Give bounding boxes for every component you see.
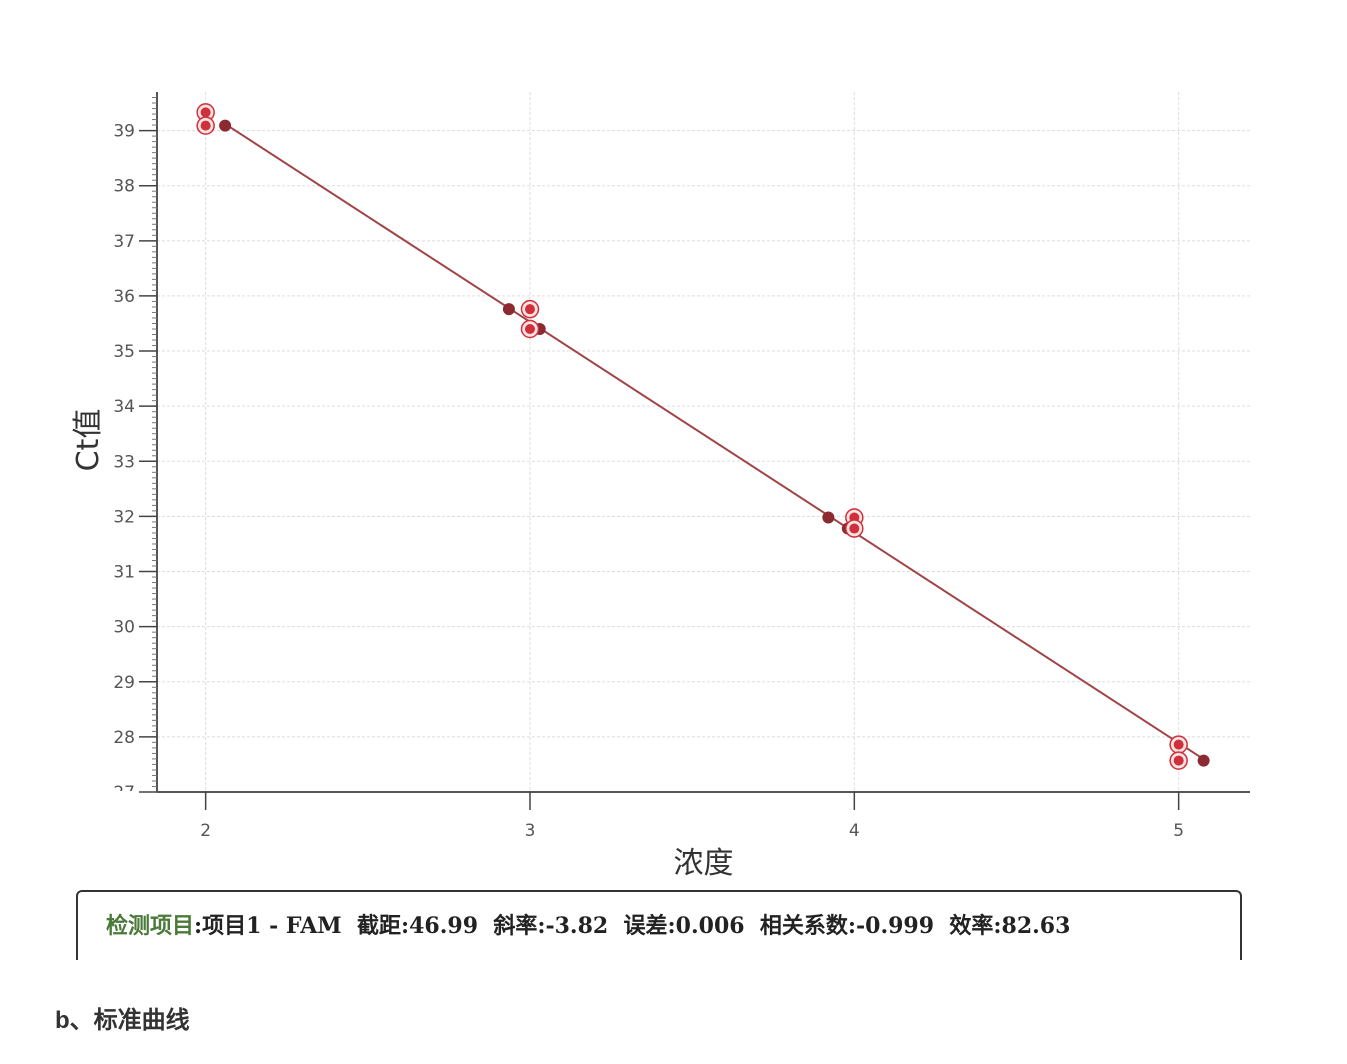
y-tick-label: 37 — [113, 232, 135, 252]
unknown-point — [822, 511, 835, 524]
item-value: :项目1 - FAM — [194, 913, 342, 939]
intercept-value: :46.99 — [401, 913, 479, 939]
x-axis-label: 浓度 — [674, 846, 734, 880]
y-tick-label: 39 — [113, 122, 135, 142]
figure-caption: b、标准曲线 — [55, 1007, 190, 1034]
x-tick-label: 3 — [525, 821, 536, 841]
error-value: :0.006 — [667, 913, 745, 939]
slope-label: 斜率 — [493, 913, 538, 939]
y-tick-label: 31 — [113, 563, 135, 583]
x-tick-label: 4 — [849, 821, 860, 841]
unknown-point — [219, 119, 232, 132]
standard-point — [200, 120, 211, 131]
y-axis-label: Ct值 — [71, 409, 106, 472]
y-tick-label: 36 — [113, 287, 135, 307]
y-tick-label: 29 — [113, 673, 135, 693]
y-tick-label: 30 — [113, 618, 135, 638]
unknown-point — [1197, 754, 1210, 767]
standard-point — [1173, 739, 1184, 750]
eff-label: 效率 — [949, 913, 994, 939]
y-tick-label: 27 — [113, 783, 135, 803]
curve-info-box: 检测项目:项目1 - FAM 截距:46.99 斜率:-3.82 误差:0.00… — [76, 890, 1242, 960]
standard-point — [524, 324, 535, 335]
corr-label: 相关系数 — [759, 913, 848, 939]
y-tick-label: 33 — [113, 452, 135, 472]
standard-point — [524, 304, 535, 315]
y-tick-label: 32 — [113, 507, 135, 527]
y-tick-label: 35 — [113, 342, 135, 362]
y-tick-label: 38 — [113, 177, 135, 197]
corr-value: :-0.999 — [847, 913, 935, 939]
item-label: 检测项目 — [106, 913, 195, 939]
x-tick-label: 2 — [200, 821, 211, 841]
y-tick-label: 34 — [113, 397, 135, 417]
standard-point — [1173, 755, 1184, 766]
intercept-label: 截距 — [356, 913, 401, 939]
fit-line — [224, 123, 1205, 760]
y-tick-label: 28 — [113, 728, 135, 748]
x-tick-label: 5 — [1173, 821, 1184, 841]
unknown-point — [502, 303, 515, 316]
error-label: 误差 — [623, 913, 668, 939]
standard-point — [200, 107, 211, 118]
standard-point — [849, 523, 860, 534]
eff-value: :82.63 — [993, 913, 1071, 939]
slope-value: :-3.82 — [537, 913, 609, 939]
